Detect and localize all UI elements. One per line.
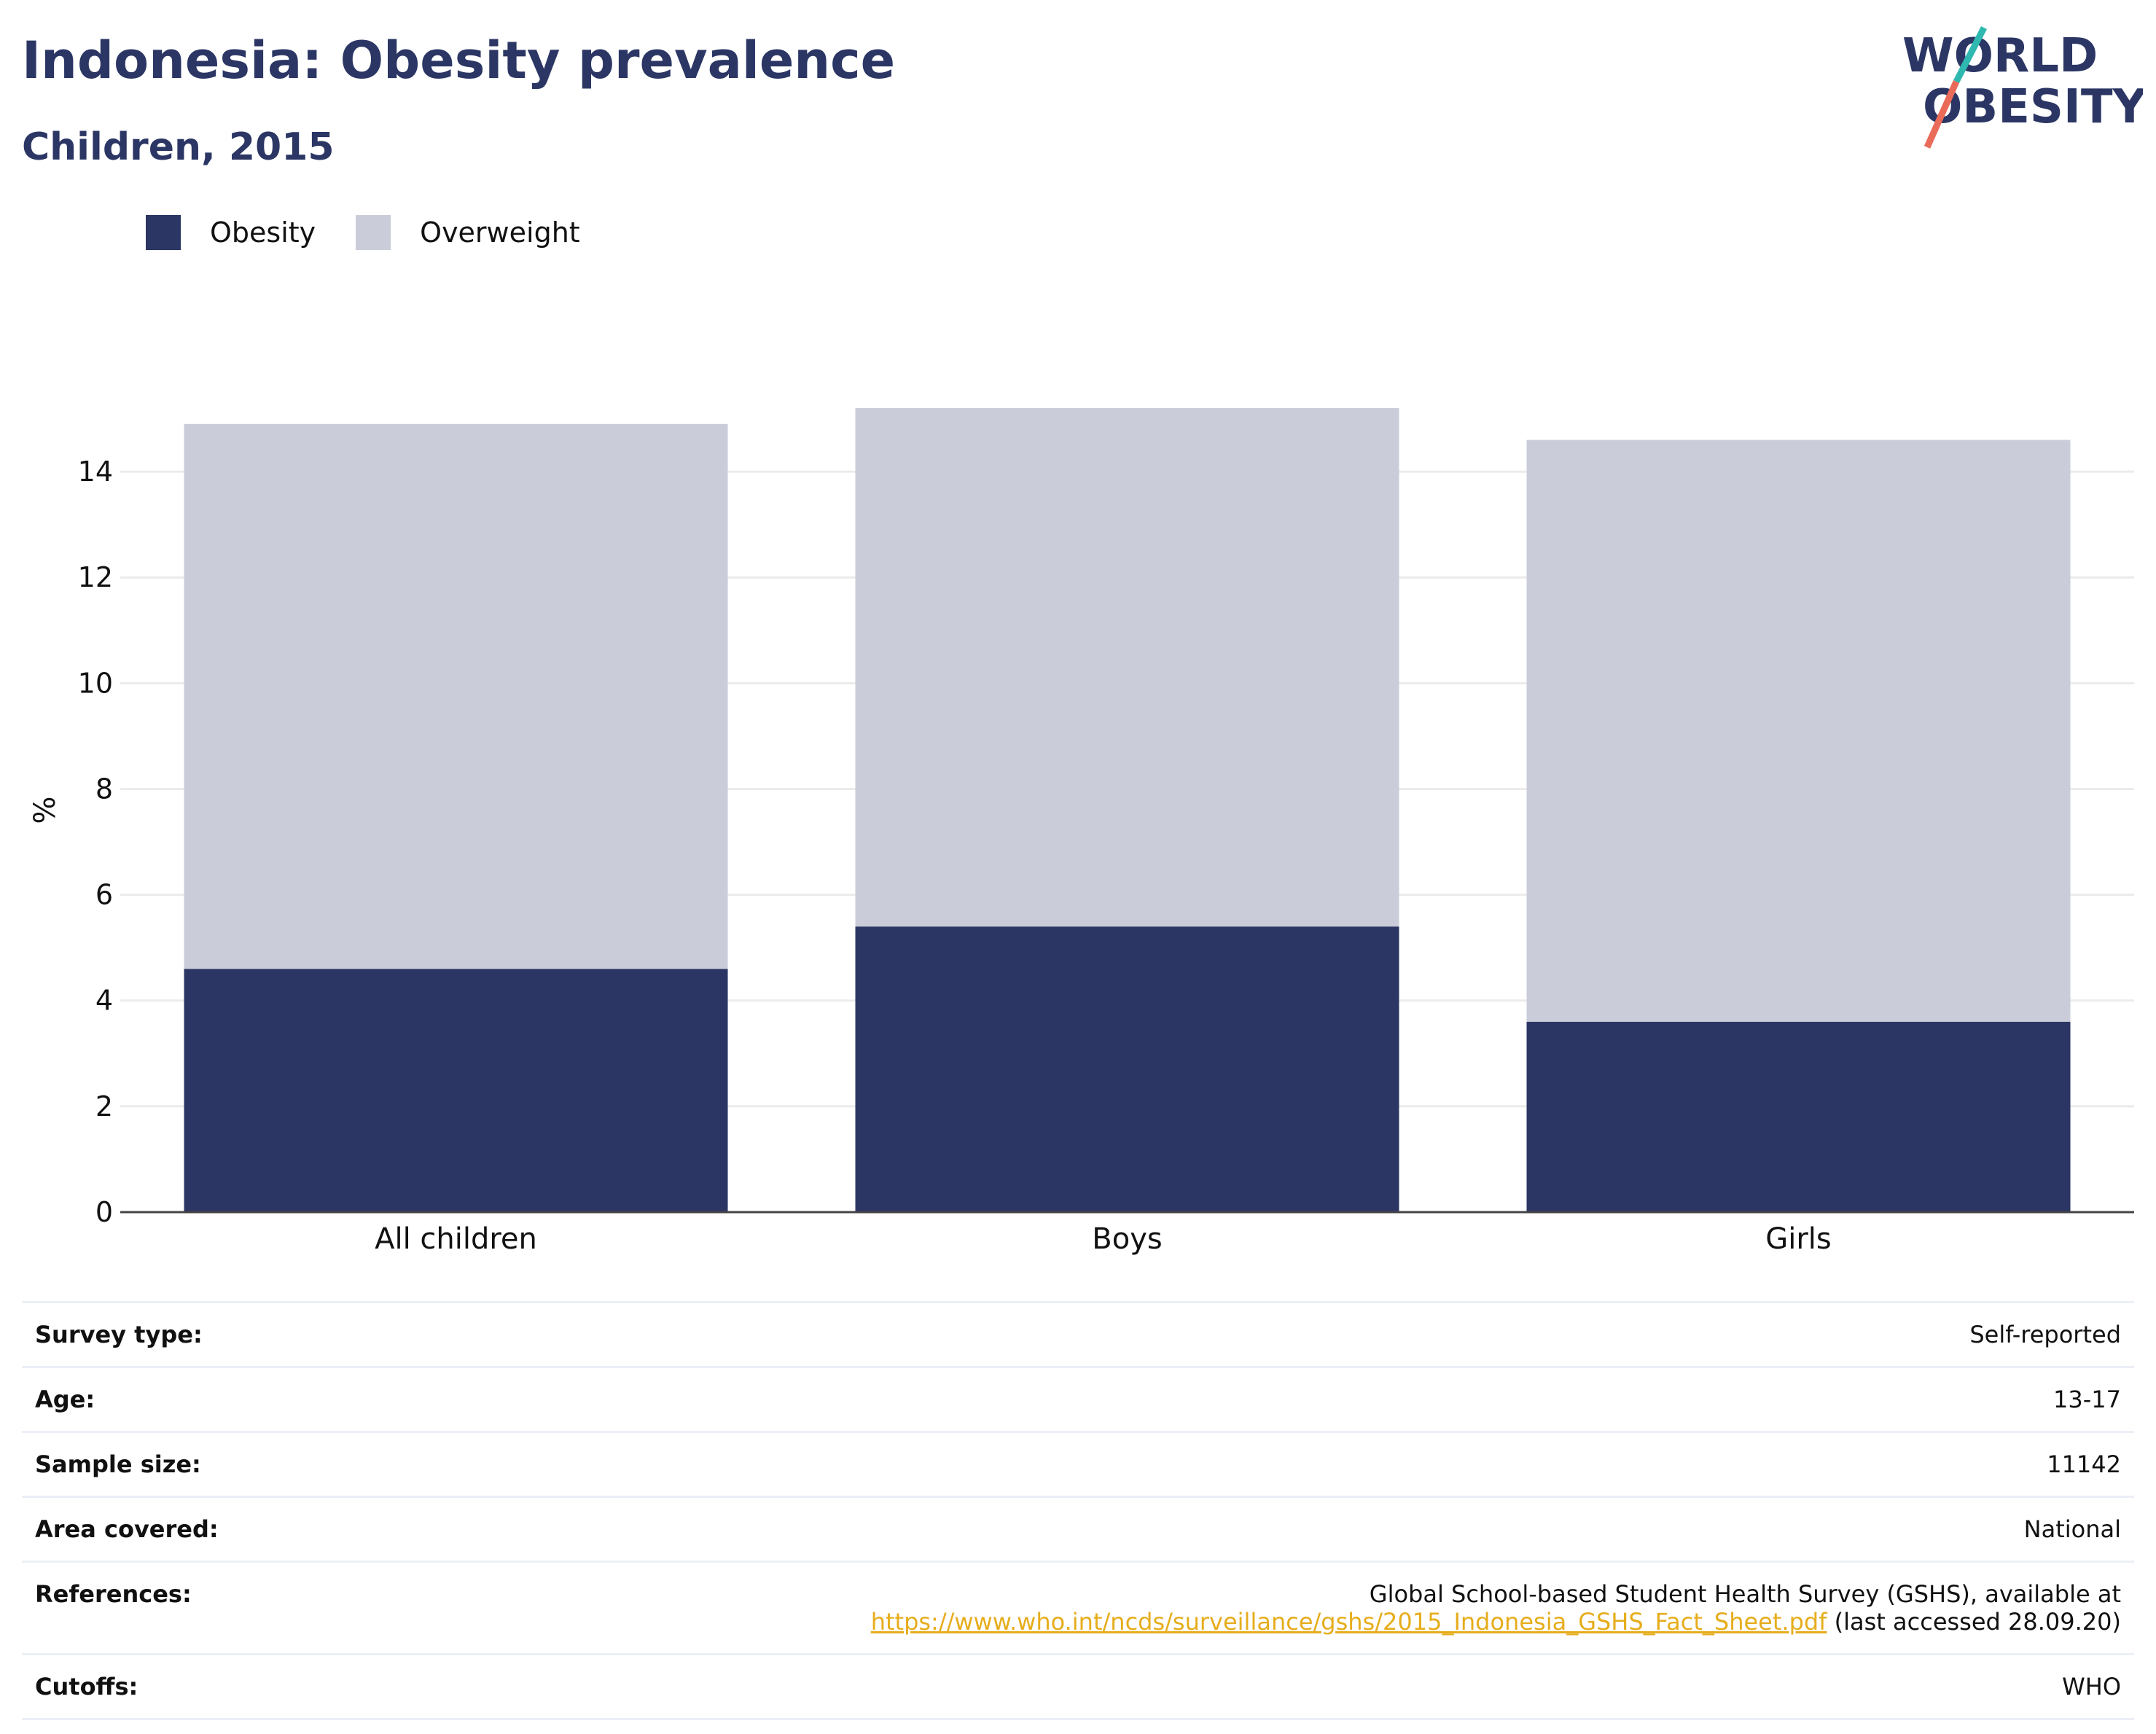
info-value: 11142 [2047, 1450, 2121, 1478]
chart-title: Indonesia: Obesity prevalence [22, 31, 896, 90]
logo-line1: WORLD [1902, 29, 2098, 83]
logo-slash-coral [1923, 80, 1960, 149]
y-tick-label: 12 [78, 561, 113, 593]
y-tick-label: 2 [95, 1090, 113, 1122]
logo-slash-teal [1953, 26, 1988, 84]
info-value: Global School-based Student Health Surve… [871, 1580, 2121, 1636]
chart-subtitle: Children, 2015 [22, 125, 335, 169]
info-row-cutoffs: Cutoffs: WHO [22, 1653, 2134, 1720]
info-label: Sample size: [35, 1450, 201, 1478]
legend-label-obesity: Obesity [210, 216, 316, 249]
bar-obesity-all-children [184, 969, 728, 1212]
legend-item-overweight[interactable]: Overweight [356, 215, 580, 250]
info-row-area-covered: Area covered: National [22, 1496, 2134, 1561]
info-label: Cutoffs: [35, 1673, 138, 1700]
bar-overweight-girls [1526, 440, 2071, 1022]
info-row-survey-type: Survey type: Self-reported [22, 1301, 2134, 1366]
y-tick-label: 6 [95, 879, 113, 911]
info-row-references: References: Global School-based Student … [22, 1561, 2134, 1653]
legend: Obesity Overweight [146, 215, 620, 250]
info-value: WHO [2062, 1673, 2121, 1700]
info-value: Self-reported [1969, 1321, 2121, 1348]
info-label: Age: [35, 1386, 95, 1413]
x-tick-label: Girls [1765, 1222, 1832, 1256]
reference-link[interactable]: https://www.who.int/ncds/surveillance/gs… [870, 1608, 1827, 1636]
logo-line2: OBESITY [1923, 80, 2143, 134]
legend-label-overweight: Overweight [420, 216, 580, 249]
info-row-age: Age: 13-17 [22, 1366, 2134, 1431]
x-tick-label: All children [375, 1222, 537, 1256]
y-tick-label: 0 [95, 1196, 113, 1228]
y-axis-label: % [28, 796, 62, 824]
info-value: 13-17 [2053, 1386, 2121, 1413]
info-row-sample-size: Sample size: 11142 [22, 1431, 2134, 1496]
y-tick-label: 10 [78, 667, 113, 699]
bar-overweight-boys [855, 408, 1399, 927]
legend-swatch-overweight [356, 215, 391, 250]
bar-obesity-girls [1526, 1021, 2071, 1212]
info-label: Survey type: [35, 1321, 203, 1348]
x-tick-label: Boys [1092, 1222, 1162, 1256]
survey-info-table: Survey type: Self-reported Age: 13-17 Sa… [22, 1301, 2134, 1720]
legend-swatch-obesity [146, 215, 181, 250]
info-value: National [2023, 1515, 2121, 1543]
info-label: References: [35, 1580, 192, 1608]
bar-chart: 0 2 4 6 8 10 12 14% All children Boys Girls [28, 408, 2134, 1256]
y-tick-label: 14 [78, 456, 113, 488]
y-tick-label: 8 [95, 773, 113, 805]
reference-text: Global School-based Student Health Surve… [1369, 1580, 2121, 1608]
bar-overweight-all-children [184, 423, 728, 969]
legend-item-obesity[interactable]: Obesity [146, 215, 316, 250]
info-label: Area covered: [35, 1515, 219, 1543]
y-tick-label: 4 [95, 985, 113, 1017]
reference-accessed: (last accessed 28.09.20) [1827, 1608, 2121, 1636]
world-obesity-logo: WORLD OBESITY [1902, 26, 2143, 149]
bar-obesity-boys [855, 926, 1399, 1212]
